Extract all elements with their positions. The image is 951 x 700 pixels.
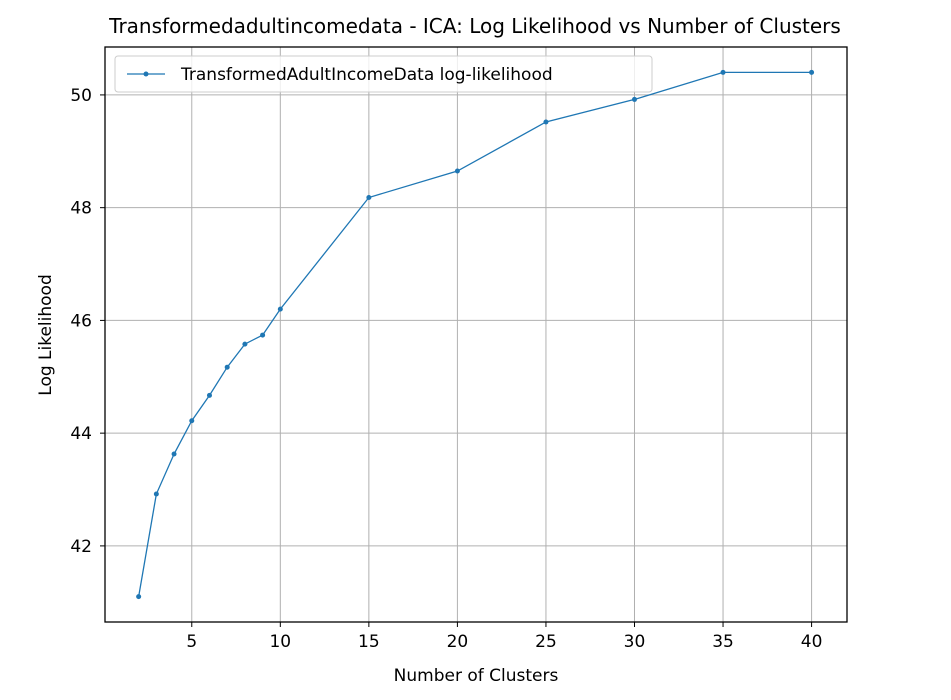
chart-title: Transformedadultincomedata - ICA: Log Li…: [108, 14, 841, 38]
x-tick-label: 25: [535, 632, 557, 652]
data-point: [206, 392, 212, 398]
x-tick-label: 35: [712, 632, 734, 652]
data-point: [277, 306, 283, 312]
data-point: [189, 418, 195, 424]
x-axis: 5 10 15 20 25 30 35 40: [186, 622, 822, 652]
data-point: [454, 168, 460, 174]
legend: TransformedAdultIncomeData log-likelihoo…: [114, 55, 653, 93]
y-tick-label: 50: [70, 86, 92, 106]
y-axis-label: Log Likelihood: [36, 274, 56, 395]
y-axis: 42 44 46 48 50: [70, 86, 105, 557]
y-tick-label: 42: [70, 537, 92, 557]
legend-label: TransformedAdultIncomeData log-likelihoo…: [180, 65, 553, 85]
grid: [105, 47, 847, 622]
data-point: [171, 451, 177, 457]
x-axis-label: Number of Clusters: [394, 666, 559, 686]
data-point: [224, 364, 230, 370]
data-point: [136, 594, 142, 600]
x-tick-label: 20: [447, 632, 469, 652]
series-layer: [136, 69, 815, 600]
data-point: [720, 69, 726, 75]
x-tick-label: 5: [186, 632, 197, 652]
x-tick-label: 10: [269, 632, 291, 652]
x-tick-label: 15: [358, 632, 380, 652]
plot-frame: [104, 46, 848, 623]
data-point: [153, 491, 159, 497]
data-point: [631, 96, 637, 102]
x-tick-label: 30: [624, 632, 646, 652]
data-point: [366, 195, 372, 201]
y-tick-label: 48: [70, 199, 92, 219]
y-tick-label: 44: [70, 424, 92, 444]
data-point: [543, 119, 549, 125]
data-point: [260, 332, 266, 338]
data-point: [809, 69, 815, 75]
legend-swatch-marker: [143, 71, 149, 77]
series-line: [138, 71, 812, 597]
x-tick-label: 40: [801, 632, 823, 652]
legend-box: [114, 55, 653, 93]
data-point: [242, 341, 248, 347]
y-tick-label: 46: [70, 311, 92, 331]
